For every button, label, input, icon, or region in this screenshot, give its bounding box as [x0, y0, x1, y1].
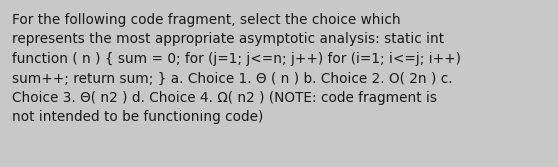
- Text: For the following code fragment, select the choice which
represents the most app: For the following code fragment, select …: [12, 13, 461, 125]
